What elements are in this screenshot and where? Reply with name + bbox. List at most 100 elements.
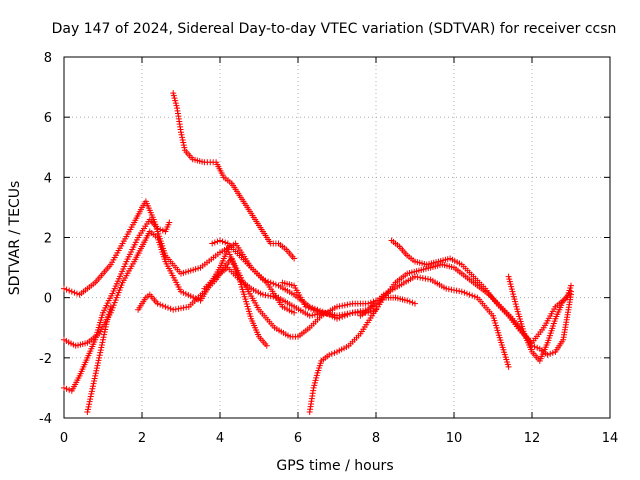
data-point	[310, 306, 317, 313]
data-point	[544, 351, 551, 358]
data-point	[113, 294, 120, 301]
data-point	[412, 300, 418, 307]
data-point	[178, 305, 184, 312]
data-point	[512, 298, 519, 305]
data-point	[507, 281, 514, 288]
y-tick-label: 4	[44, 171, 52, 186]
data-point	[214, 238, 221, 245]
data-point	[101, 331, 108, 338]
data-point	[328, 350, 335, 357]
data-point	[66, 386, 73, 393]
data-point	[312, 377, 319, 384]
data-point	[456, 288, 463, 295]
data-point	[116, 287, 123, 294]
data-point	[445, 286, 452, 293]
series-track-12	[388, 237, 574, 346]
data-point	[159, 227, 166, 234]
data-point	[311, 311, 318, 318]
data-point	[568, 282, 574, 289]
data-point	[98, 344, 105, 351]
data-point	[347, 310, 353, 317]
data-point	[505, 273, 512, 280]
data-point	[157, 301, 164, 308]
data-point	[106, 308, 113, 315]
data-point	[111, 299, 118, 306]
data-point	[506, 278, 513, 285]
data-point	[448, 286, 455, 293]
data-point	[105, 311, 112, 318]
data-point	[531, 343, 538, 350]
data-point	[311, 382, 318, 389]
data-point	[157, 226, 164, 233]
data-point	[74, 290, 80, 297]
data-point	[549, 349, 556, 356]
data-point	[262, 277, 269, 284]
series-track-10	[306, 261, 574, 415]
data-point	[321, 310, 327, 317]
data-point	[89, 383, 96, 390]
data-point	[84, 408, 91, 415]
data-point	[100, 336, 106, 343]
data-point	[171, 95, 178, 102]
data-point	[409, 299, 416, 306]
data-point	[267, 293, 274, 300]
data-point	[344, 301, 351, 308]
data-point	[170, 90, 177, 97]
data-point	[414, 274, 421, 281]
data-point	[309, 312, 316, 319]
data-point	[259, 291, 266, 298]
data-point	[461, 289, 468, 296]
data-point	[291, 309, 298, 316]
data-point	[313, 307, 320, 314]
data-point	[88, 390, 95, 397]
data-point	[165, 304, 171, 311]
data-point	[92, 372, 99, 379]
data-point	[412, 273, 418, 280]
data-point	[326, 311, 333, 318]
series-track-4	[84, 303, 114, 415]
data-point	[175, 305, 182, 312]
data-point	[172, 97, 179, 104]
y-tick-label: -4	[39, 412, 52, 427]
data-point	[172, 100, 179, 107]
series-track-9	[279, 273, 512, 370]
data-point	[209, 240, 216, 247]
data-point	[367, 299, 374, 306]
data-point	[211, 239, 218, 246]
data-point	[226, 251, 233, 258]
data-point	[63, 286, 70, 293]
data-point	[86, 398, 93, 405]
data-point	[90, 380, 97, 387]
data-point	[318, 309, 325, 316]
data-point	[419, 275, 426, 282]
x-tick-label: 4	[216, 431, 224, 446]
data-point	[96, 352, 103, 359]
series-track-1	[61, 198, 298, 316]
data-point	[404, 297, 411, 304]
data-point	[313, 374, 320, 381]
data-point	[87, 396, 94, 403]
data-point	[326, 351, 333, 358]
data-point	[305, 304, 312, 311]
data-point	[270, 280, 277, 287]
data-point	[61, 285, 67, 292]
axis-ticks: 0 2 4 6 8 10 12 14 -4 -2 0 2 4 6 8	[39, 51, 618, 446]
data-point	[103, 318, 110, 325]
data-point	[510, 293, 517, 300]
data-point	[179, 134, 186, 141]
data-point	[471, 293, 478, 300]
data-point	[105, 313, 112, 320]
data-point	[336, 303, 343, 310]
data-point	[178, 129, 184, 136]
data-point	[93, 365, 100, 372]
data-point	[354, 308, 361, 315]
data-point	[117, 284, 124, 291]
data-point	[508, 283, 515, 290]
data-point	[425, 276, 431, 283]
data-point	[101, 329, 108, 336]
data-point	[464, 290, 470, 297]
data-point	[86, 401, 93, 408]
data-point	[259, 276, 266, 283]
data-point	[114, 292, 121, 299]
data-point	[104, 316, 111, 323]
